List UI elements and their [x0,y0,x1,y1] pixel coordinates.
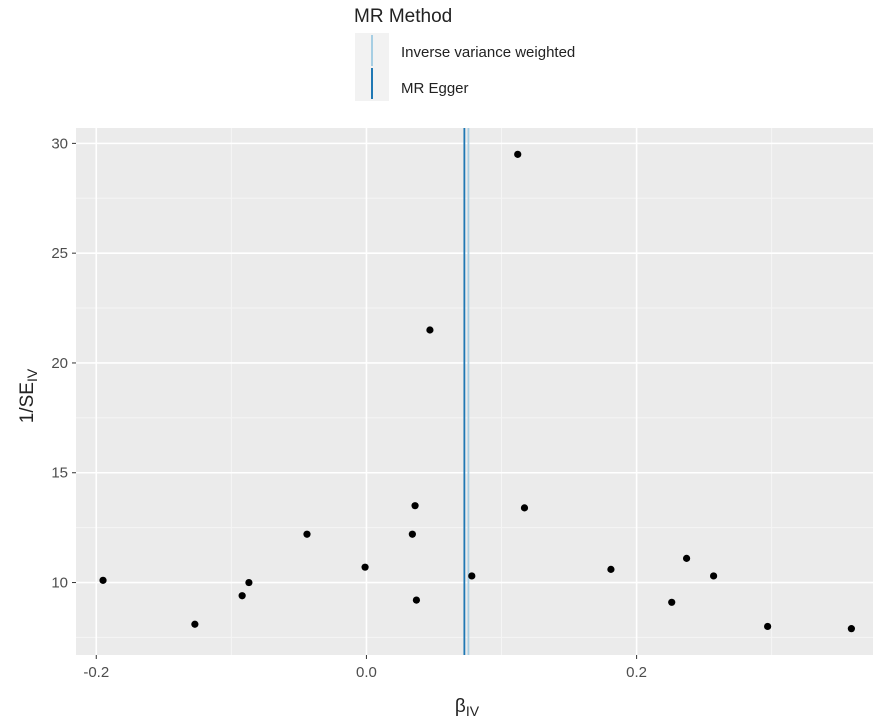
data-point [514,150,522,158]
data-point [682,554,691,562]
data-point [303,530,311,538]
data-point [764,622,772,631]
legend-label-mr-egger: MR Egger [401,80,469,97]
x-axis-title: βIV [455,696,480,719]
data-point [426,326,434,334]
data-point [245,578,253,587]
y-axis-title: 1/SEIV [17,368,40,423]
y-tick-label: 25 [51,245,68,262]
data-point [607,565,615,573]
y-tick-label: 15 [51,465,68,482]
legend-label-ivw: Inverse variance weighted [401,44,575,61]
y-tick-label: 30 [51,135,68,152]
data-point [668,598,676,606]
legend-title: MR Method [354,6,452,27]
data-point [468,572,476,580]
x-tick-label: -0.2 [83,664,109,681]
data-point [847,625,855,633]
data-point [710,572,718,580]
plot-panel [76,128,873,655]
data-point [191,620,199,628]
x-tick-label: 0.2 [626,664,647,681]
x-axis: -0.2 0.0 0.2 [83,655,647,681]
x-tick-label: 0.0 [356,664,377,681]
major-gridlines [76,128,873,655]
data-point [238,592,246,600]
y-tick-label: 10 [51,575,68,592]
data-point [99,576,107,584]
x-axis-title-main: β [455,696,466,717]
y-tick-label: 20 [51,355,68,372]
y-axis: 10 15 20 25 30 [51,135,76,592]
data-point [411,502,419,510]
y-axis-title-subscript: IV [24,368,40,382]
data-point [520,504,529,512]
x-axis-title-subscript: IV [466,703,480,719]
data-point [412,596,421,604]
minor-gridlines [76,128,873,655]
data-point [408,530,416,538]
estimate-lines [463,128,470,655]
legend: MR Method Inverse variance weighted MR E… [354,6,575,101]
data-point [361,563,369,571]
y-axis-title-main: 1/SE [17,382,38,423]
data-points [99,150,855,633]
